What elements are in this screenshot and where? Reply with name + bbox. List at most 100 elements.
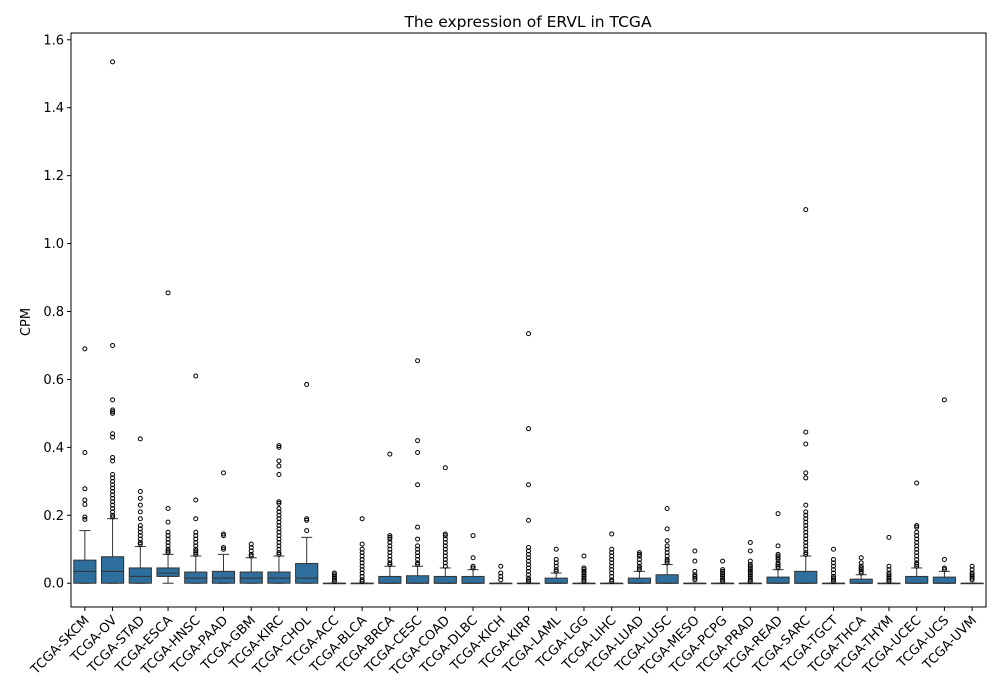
outlier-point — [304, 516, 310, 522]
box-iqr — [433, 575, 457, 584]
outlier-point — [165, 546, 171, 552]
outlier-point — [165, 536, 171, 542]
outlier-point — [276, 506, 282, 512]
outlier-point — [415, 358, 421, 364]
plot-frame — [70, 32, 987, 608]
outlier-point — [803, 502, 809, 508]
outlier-point — [747, 572, 753, 578]
box-tcga-skcm — [73, 346, 97, 584]
outlier-point — [747, 567, 753, 573]
box-tcga-sarc — [794, 207, 818, 584]
outlier-point — [609, 577, 615, 583]
y-tick-label: 1.4 — [43, 101, 64, 116]
outlier-point — [609, 556, 615, 562]
outlier-point — [165, 533, 171, 539]
outlier-point — [969, 577, 975, 583]
outlier-point — [803, 207, 809, 213]
outlier-point — [636, 556, 642, 562]
outlier-point — [137, 516, 143, 522]
outlier-point — [82, 501, 88, 507]
outlier-point — [415, 536, 421, 542]
outlier-point — [636, 565, 642, 571]
outlier-point — [941, 565, 947, 571]
outlier-point — [747, 562, 753, 568]
outlier-point — [442, 546, 448, 552]
box-iqr — [184, 571, 208, 584]
outlier-point — [664, 543, 670, 549]
outlier-point — [609, 560, 615, 566]
outlier-point — [553, 568, 559, 574]
outlier-point — [526, 562, 531, 568]
outlier-point — [664, 553, 670, 559]
box-tcga-kirp — [516, 331, 541, 585]
outlier-point — [831, 579, 836, 585]
outlier-point — [553, 563, 559, 569]
outlier-point — [803, 539, 809, 545]
box-tcga-cesc — [406, 358, 430, 584]
outlier-point — [442, 553, 448, 559]
outlier-point — [775, 565, 781, 571]
outlier-point — [137, 495, 143, 501]
box-iqr — [378, 575, 402, 584]
outlier-point — [803, 429, 809, 435]
chart-title: The expression of ERVL in TCGA — [403, 13, 651, 31]
outlier-point — [914, 562, 920, 568]
outlier-point — [969, 572, 975, 578]
outlier-point — [609, 553, 615, 559]
outlier-point — [526, 555, 531, 561]
outlier-point — [110, 407, 116, 413]
outlier-point — [609, 567, 615, 573]
outlier-point — [914, 533, 920, 539]
outlier-point — [193, 529, 199, 535]
outlier-point — [636, 550, 642, 556]
outlier-point — [415, 449, 421, 455]
outlier-point — [831, 570, 836, 576]
box-tcga-kich — [489, 563, 513, 585]
outlier-point — [747, 579, 753, 585]
outlier-point — [276, 536, 282, 542]
outlier-point — [720, 572, 726, 578]
outlier-point — [137, 536, 143, 542]
outlier-point — [82, 449, 88, 455]
outlier-point — [720, 568, 726, 574]
outlier-point — [193, 373, 199, 379]
outlier-point — [969, 570, 975, 576]
outlier-point — [526, 577, 531, 583]
outlier-point — [221, 546, 226, 552]
x-axis: TCGA-SKCMTCGA-OVTCGA-STADTCGA-ESCATCGA-H… — [28, 607, 980, 679]
outlier-point — [442, 543, 448, 549]
outlier-point — [415, 560, 421, 566]
outlier-point — [137, 489, 143, 495]
outlier-point — [276, 443, 282, 449]
box-tcga-lihc — [600, 531, 624, 585]
plot-area — [73, 59, 984, 585]
box-tcga-meso — [683, 548, 707, 585]
outlier-point — [720, 567, 726, 573]
outlier-point — [886, 534, 892, 540]
box-tcga-esca — [156, 290, 180, 584]
outlier-point — [914, 522, 920, 528]
outlier-point — [415, 562, 421, 568]
outlier-point — [553, 560, 559, 566]
outlier-point — [387, 562, 393, 568]
outlier-point — [165, 529, 171, 535]
outlier-point — [886, 567, 892, 573]
box-iqr — [295, 563, 319, 584]
outlier-point — [276, 543, 282, 549]
outlier-point — [526, 572, 531, 578]
outlier-point — [248, 553, 254, 559]
outlier-point — [914, 529, 920, 535]
outlier-point — [165, 290, 171, 296]
outlier-point — [387, 560, 393, 566]
outlier-point — [387, 451, 393, 457]
outlier-point — [664, 506, 670, 512]
outlier-point — [526, 579, 531, 585]
outlier-point — [526, 575, 531, 581]
outlier-point — [442, 533, 448, 539]
outlier-point — [304, 382, 310, 388]
outlier-point — [858, 563, 864, 569]
outlier-point — [470, 555, 476, 561]
outlier-point — [803, 519, 809, 525]
outlier-point — [498, 563, 504, 569]
outlier-point — [276, 522, 282, 528]
